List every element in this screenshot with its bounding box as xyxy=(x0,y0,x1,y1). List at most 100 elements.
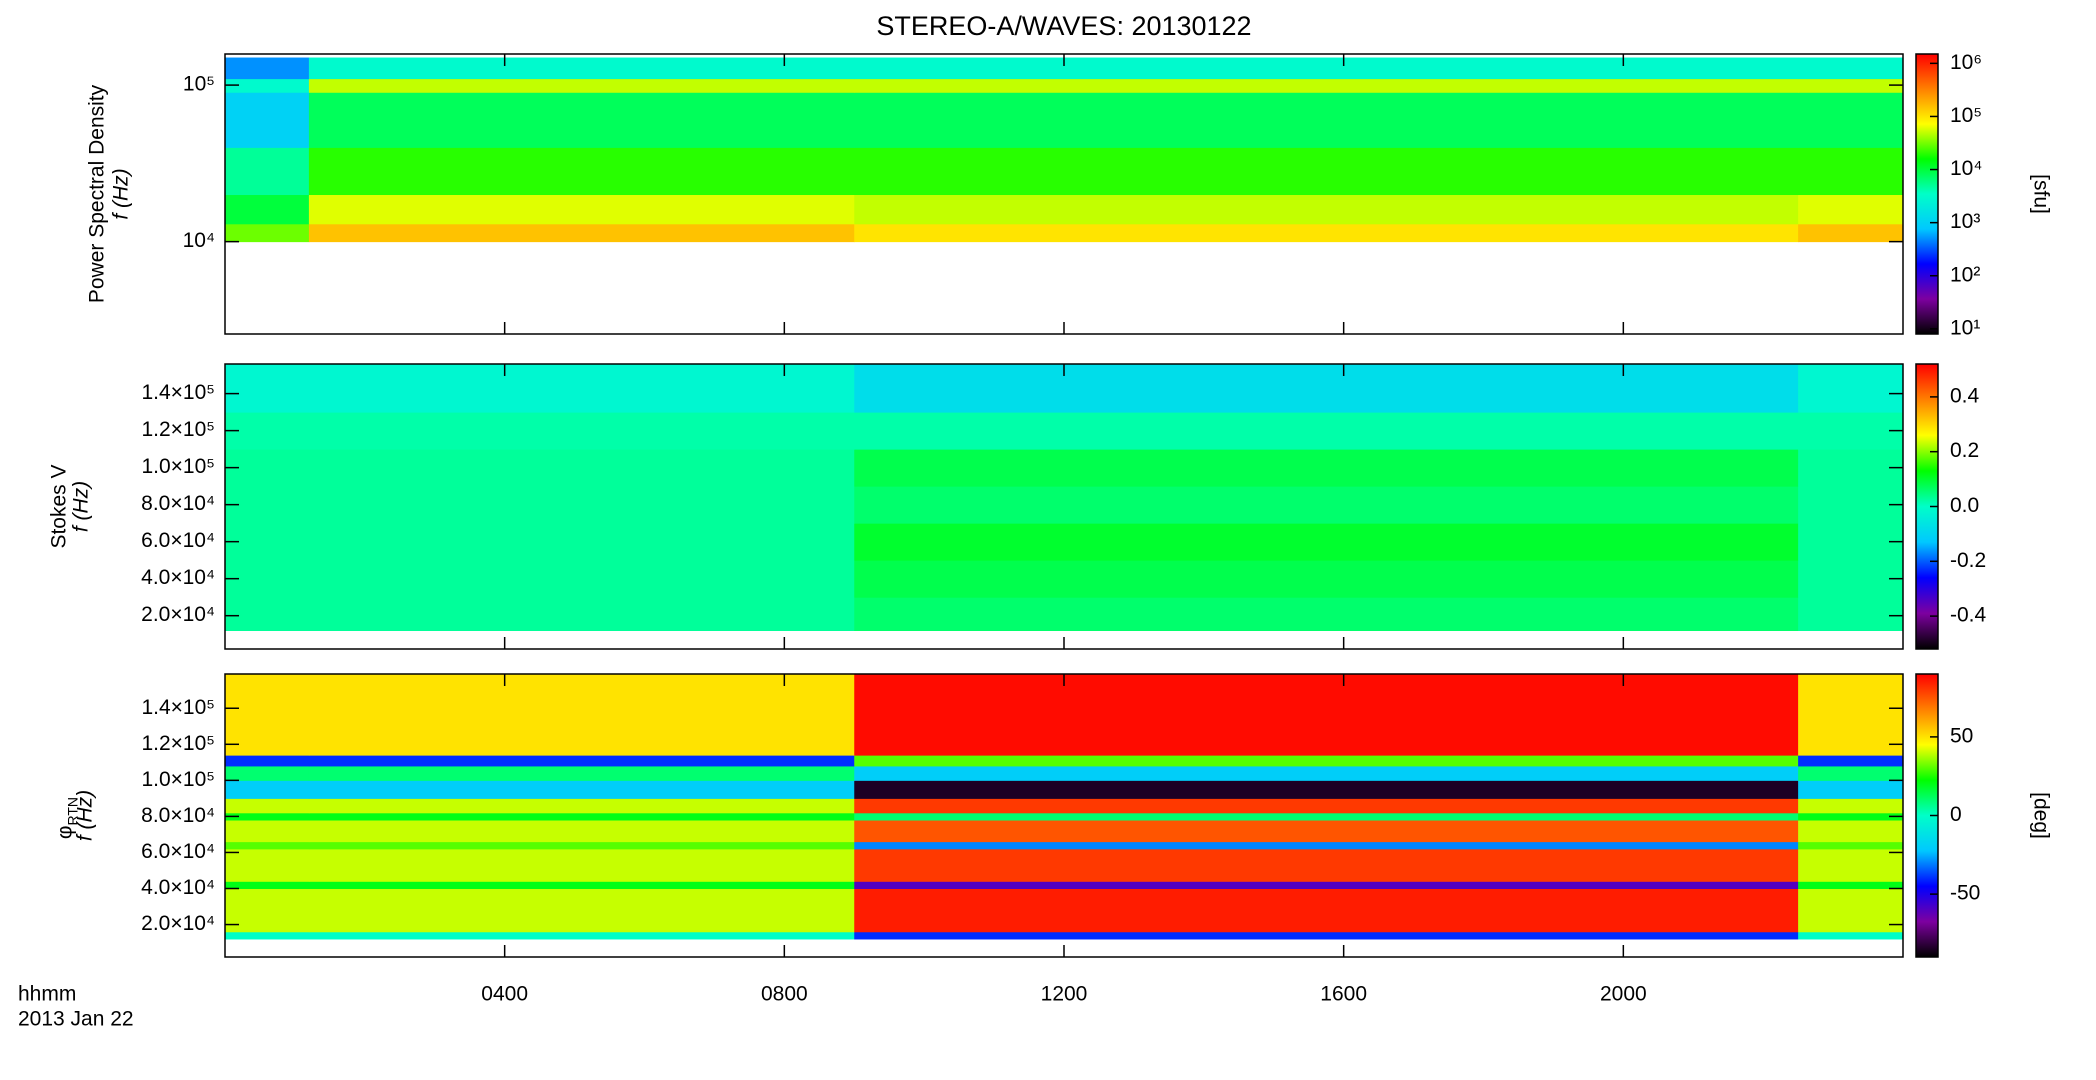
heatmap-cell xyxy=(308,765,855,781)
colorbar-tick-label: -0.4 xyxy=(1950,604,1987,627)
heatmap-cell xyxy=(308,888,855,933)
heatmap-cell xyxy=(1798,812,1903,821)
heatmap xyxy=(225,364,1903,631)
heatmap-cell xyxy=(854,780,1799,799)
heatmap-cell xyxy=(854,523,1799,561)
heatmap-cell xyxy=(1798,888,1903,933)
heatmap-cell xyxy=(854,92,1799,148)
heatmap-cell xyxy=(1798,194,1903,225)
heatmap-cell xyxy=(1798,780,1903,799)
heatmap-cell xyxy=(225,223,310,243)
heatmap-cell xyxy=(308,364,855,413)
colorbar-tick-label: 10² xyxy=(1950,263,1980,286)
heatmap-cell xyxy=(1798,820,1903,843)
heatmap-cell xyxy=(1798,881,1903,890)
heatmap xyxy=(225,674,1903,940)
y-axis-label: f (Hz) xyxy=(110,168,133,219)
heatmap-cell xyxy=(854,755,1799,767)
colorbar-tick-label: 0.2 xyxy=(1950,439,1979,462)
y-tick-label: 10⁵ xyxy=(183,73,215,96)
heatmap-cell xyxy=(1798,597,1903,631)
heatmap-cell xyxy=(1798,765,1903,781)
heatmap-cell xyxy=(1798,931,1903,940)
heatmap-cell xyxy=(1798,755,1903,767)
heatmap-cell xyxy=(308,820,855,843)
heatmap-cell xyxy=(225,560,310,598)
x-tick-label: 0800 xyxy=(761,983,808,1006)
y-tick-label: 1.2×10⁵ xyxy=(141,732,215,755)
heatmap-cell xyxy=(854,888,1799,933)
colorbar-tick-label: -0.2 xyxy=(1950,549,1986,572)
heatmap-cell xyxy=(225,798,310,814)
heatmap-cell xyxy=(854,841,1799,850)
heatmap-cell xyxy=(308,881,855,890)
heatmap-cell xyxy=(854,820,1799,843)
colorbar-tick-label: 50 xyxy=(1950,724,1973,747)
colorbar-label: [deg] xyxy=(2029,792,2052,839)
heatmap-cell xyxy=(225,888,310,933)
heatmap-cell xyxy=(225,881,310,890)
heatmap-cell xyxy=(854,449,1799,487)
y-tick-label: 4.0×10⁴ xyxy=(141,876,215,899)
heatmap-cell xyxy=(854,364,1799,413)
heatmap-cell xyxy=(1798,223,1903,243)
colorbar-tick-label: 10¹ xyxy=(1950,316,1980,339)
heatmap-cell xyxy=(854,147,1799,196)
heatmap-cell xyxy=(308,194,855,225)
heatmap-cell xyxy=(308,449,855,487)
heatmap-cell xyxy=(225,486,310,524)
y-tick-label: 1.0×10⁵ xyxy=(141,455,215,478)
heatmap-cell xyxy=(308,755,855,767)
heatmap-cell xyxy=(308,597,855,631)
heatmap-cell xyxy=(308,848,855,882)
heatmap-cell xyxy=(1798,486,1903,524)
heatmap-cell xyxy=(1798,364,1903,413)
heatmap-cell xyxy=(308,798,855,814)
y-tick-label: 2.0×10⁴ xyxy=(141,603,215,626)
heatmap-cell xyxy=(1798,841,1903,850)
y-tick-label: 1.0×10⁵ xyxy=(141,768,215,791)
heatmap-cell xyxy=(1798,798,1903,814)
heatmap-cell xyxy=(1798,92,1903,148)
y-axis-label: φ xyxy=(54,826,77,840)
y-tick-label: 8.0×10⁴ xyxy=(141,492,215,515)
heatmap-cell xyxy=(1798,449,1903,487)
heatmap-cell xyxy=(854,674,1799,756)
heatmap-cell xyxy=(225,820,310,843)
heatmap-cell xyxy=(854,765,1799,781)
x-tick-label: 0400 xyxy=(481,983,528,1006)
heatmap-cell xyxy=(854,848,1799,882)
heatmap-cell xyxy=(1798,412,1903,450)
heatmap-cell xyxy=(225,147,310,196)
heatmap-cell xyxy=(225,674,310,756)
heatmap-cell xyxy=(308,523,855,561)
heatmap-cell xyxy=(308,412,855,450)
heatmap-cell xyxy=(854,194,1799,225)
heatmap-cell xyxy=(1798,674,1903,756)
heatmap-cell xyxy=(854,931,1799,940)
heatmap-cell xyxy=(308,812,855,821)
heatmap-cell xyxy=(225,78,310,93)
y-axis-label: f (Hz) xyxy=(70,481,93,532)
heatmap-cell xyxy=(225,765,310,781)
y-tick-label: 6.0×10⁴ xyxy=(141,529,215,552)
heatmap-cell xyxy=(308,78,855,93)
heatmap-cell xyxy=(308,841,855,850)
date-label: 2013 Jan 22 xyxy=(18,1008,134,1031)
heatmap-cell xyxy=(1798,560,1903,598)
heatmap-cell xyxy=(308,223,855,243)
chart-title: STEREO-A/WAVES: 20130122 xyxy=(876,11,1251,41)
colorbar-tick-label: 0 xyxy=(1950,803,1962,826)
colorbar-label: [sfu] xyxy=(2029,174,2052,214)
heatmap-cell xyxy=(854,597,1799,631)
heatmap-cell xyxy=(225,755,310,767)
heatmap-cell xyxy=(308,931,855,940)
heatmap-cell xyxy=(225,449,310,487)
heatmap-cell xyxy=(225,364,310,413)
y-tick-label: 1.2×10⁵ xyxy=(141,418,215,441)
heatmap-cell xyxy=(854,57,1799,80)
y-tick-label: 8.0×10⁴ xyxy=(141,804,215,827)
heatmap-cell xyxy=(308,147,855,196)
heatmap-cell xyxy=(1798,78,1903,93)
y-axis-label: f (Hz) xyxy=(74,790,97,841)
